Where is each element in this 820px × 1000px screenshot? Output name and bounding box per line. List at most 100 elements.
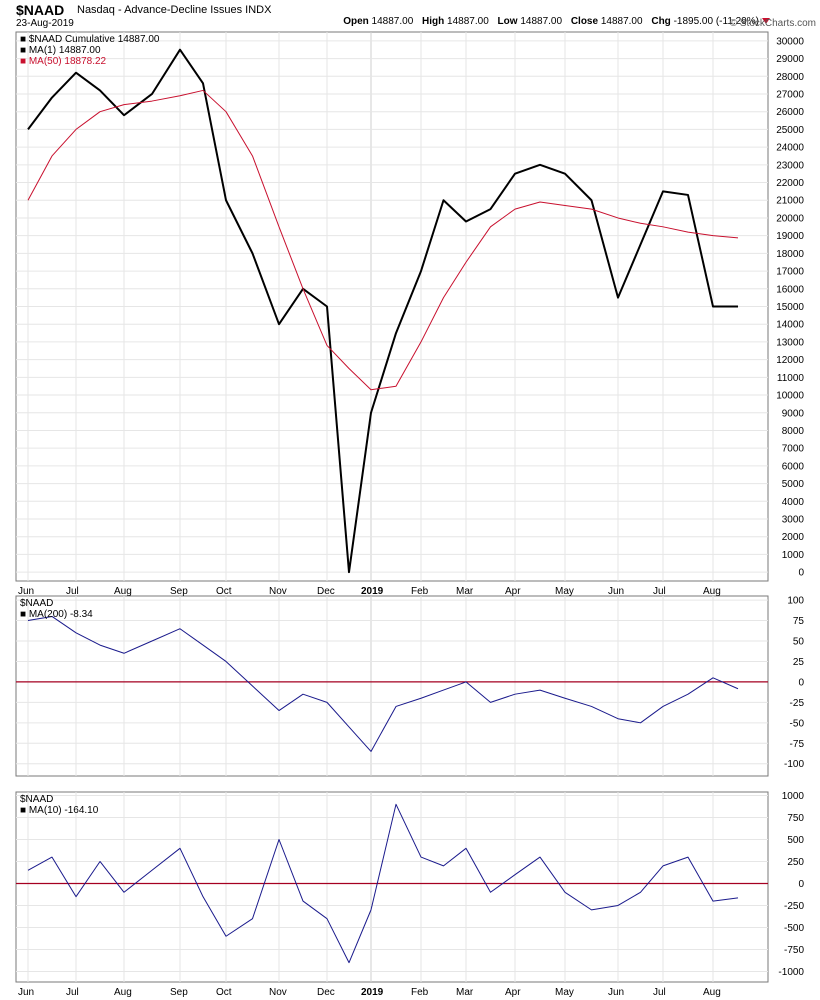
legend-cumulative: ■ $NAAD Cumulative 14887.00	[20, 34, 160, 45]
y-tick-label: 1000	[782, 550, 805, 561]
x-tick-label: Aug	[114, 987, 132, 998]
brand-watermark: © StockCharts.com	[729, 18, 816, 29]
x-tick-label: Jun	[18, 987, 34, 998]
x-tick-label: Oct	[216, 987, 232, 998]
open-value: 14887.00	[371, 16, 414, 27]
y-tick-label: 9000	[782, 408, 805, 419]
chart-date: 23-Aug-2019	[16, 18, 74, 29]
x-tick-label: Jun	[608, 586, 624, 597]
x-tick-label: Feb	[411, 987, 429, 998]
legend-symbol: $NAAD	[20, 598, 53, 609]
low-label: Low	[497, 16, 518, 27]
y-tick-label: -75	[790, 739, 805, 750]
y-tick-label: 0	[798, 568, 804, 579]
y-tick-label: 22000	[776, 178, 804, 189]
y-tick-label: 25000	[776, 125, 804, 136]
chg-value: -1895.00 (-11.29%)	[673, 16, 759, 27]
y-tick-label: 12000	[776, 355, 804, 366]
y-tick-label: 5000	[782, 479, 805, 490]
series-line-ma50	[27, 89, 739, 391]
close-value: 14887.00	[600, 16, 643, 27]
y-tick-label: 18000	[776, 249, 804, 260]
y-tick-label: 19000	[776, 231, 804, 242]
x-tick-label: Jul	[66, 586, 79, 597]
y-tick-label: 75	[793, 616, 805, 627]
y-tick-label: 750	[787, 813, 804, 824]
x-tick-label: Dec	[317, 586, 335, 597]
series-line-cumulative	[27, 48, 738, 574]
ohlc-readout: Open 14887.00 High 14887.00 Low 14887.00…	[337, 16, 770, 27]
chg-label: Chg	[651, 16, 671, 27]
x-tick-label: Dec	[317, 987, 335, 998]
close-label: Close	[570, 16, 599, 27]
down-arrow-icon	[762, 18, 770, 25]
y-tick-label: 28000	[776, 72, 804, 83]
x-tick-label: Aug	[114, 586, 132, 597]
chart-title: Nasdaq - Advance-Decline Issues INDX	[77, 4, 272, 16]
y-tick-label: 10000	[776, 391, 804, 402]
series-line-ma10	[27, 803, 739, 964]
legend-ma50: ■ MA(50) 18878.22	[20, 56, 107, 67]
x-tick-label: Mar	[456, 987, 474, 998]
x-tick-label: Nov	[269, 987, 287, 998]
y-tick-label: 17000	[776, 267, 804, 278]
y-tick-label: 3000	[782, 515, 805, 526]
panel-2: -100 -75 -50 -25 0 25 50 75 100 $NAAD■ MA(200) -8…	[15, 595, 805, 777]
x-tick-label: Apr	[505, 987, 521, 998]
x-tick-label: Jul	[653, 987, 666, 998]
y-tick-label: 21000	[776, 196, 804, 207]
x-tick-label: 2019	[361, 987, 384, 998]
y-tick-label: 4000	[782, 497, 805, 508]
y-tick-label: -500	[784, 923, 804, 934]
chart-header: $NAAD Nasdaq - Advance-Decline Issues IN…	[0, 0, 820, 32]
low-value: 14887.00	[520, 16, 563, 27]
x-tick-label: May	[555, 987, 574, 998]
x-tick-label: Oct	[216, 586, 232, 597]
x-tick-label: Feb	[411, 586, 429, 597]
legend-ma1: ■ MA(1) 14887.00	[20, 45, 101, 56]
y-tick-label: 15000	[776, 302, 804, 313]
y-tick-label: 25	[793, 657, 805, 668]
y-tick-label: 20000	[776, 213, 804, 224]
x-tick-label: 2019	[361, 586, 384, 597]
panel-frame	[15, 595, 769, 777]
x-tick-label: Jun	[608, 987, 624, 998]
open-label: Open	[343, 16, 369, 27]
x-tick-label: May	[555, 586, 574, 597]
y-tick-label: 500	[787, 835, 804, 846]
y-tick-label: 0	[798, 879, 804, 890]
y-tick-label: -750	[784, 945, 804, 956]
y-tick-label: 11000	[777, 373, 805, 384]
y-tick-label: 100	[787, 596, 804, 607]
y-tick-label: 24000	[776, 143, 804, 154]
y-tick-label: 27000	[776, 89, 804, 100]
x-tick-label: Aug	[703, 987, 721, 998]
panel-frame	[15, 791, 769, 983]
x-tick-label: Nov	[269, 586, 287, 597]
legend-symbol: $NAAD	[20, 794, 53, 805]
x-tick-label: Jun	[18, 586, 34, 597]
x-tick-label: Sep	[170, 987, 188, 998]
y-tick-label: 30000	[776, 36, 804, 47]
panel-1: 0 1000 2000 3000 4000 5000 6000 7000 8000 9000 100…	[15, 31, 805, 582]
y-tick-label: -250	[784, 901, 804, 912]
y-tick-label: -25	[790, 698, 805, 709]
series-line-ma200	[27, 615, 739, 752]
x-tick-label: Jul	[66, 987, 79, 998]
legend-ma: ■ MA(10) -164.10	[20, 805, 99, 816]
high-value: 14887.00	[447, 16, 489, 27]
y-tick-label: 1000	[782, 791, 805, 802]
y-tick-label: 8000	[782, 426, 805, 437]
x-tick-label: Aug	[703, 586, 721, 597]
y-tick-label: 23000	[776, 160, 804, 171]
y-tick-label: -100	[784, 759, 804, 770]
y-tick-label: 0	[798, 677, 804, 688]
x-tick-label: Sep	[170, 586, 188, 597]
x-tick-label: Jul	[653, 586, 666, 597]
high-label: High	[422, 16, 445, 27]
y-tick-label: -50	[790, 718, 805, 729]
y-tick-label: -1000	[778, 967, 804, 978]
y-tick-label: 7000	[782, 444, 805, 455]
y-tick-label: 26000	[776, 107, 804, 118]
